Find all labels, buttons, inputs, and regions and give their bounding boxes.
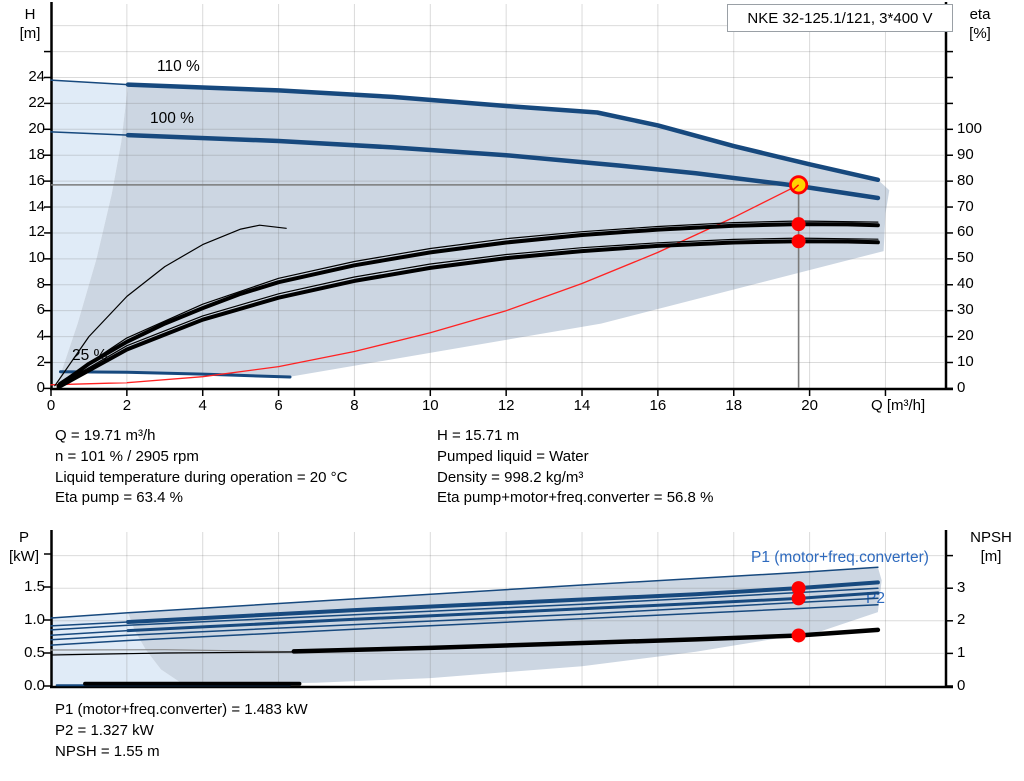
p-axis-unit: [kW] [9,548,39,565]
eta-axis-unit: [%] [969,25,991,42]
curve-label-layer: 110 % 100 % 25 % P1 (motor+freq.converte… [72,58,929,607]
bottom-curve-npsh-thin [293,634,800,651]
bottom-curve-p-min [50,604,879,646]
bottom-envelope-light [51,612,184,685]
pump-title: NKE 32-125.1/121, 3*400 V [747,9,933,27]
result-p2: P2 = 1.327 kW [55,721,154,739]
info-eta-pump: Eta pump = 63.4 % [55,489,183,507]
p2-dot [791,591,806,606]
npsh-dot [791,628,806,643]
top-curve-speed-110 [125,82,881,183]
top-curve-speed-100 [125,132,881,201]
top-curve-eta-total-thin [57,237,879,386]
npsh-axis-symbol: NPSH [970,529,1012,546]
top-curve-eta-25 [54,224,287,387]
top-curve-speed-25 [59,370,292,379]
speed-100-label: 100 % [150,110,194,127]
result-p1: P1 (motor+freq.converter) = 1.483 kW [55,701,308,718]
result-npsh: NPSH = 1.55 m [55,742,160,760]
top-curve-eta-pump [56,222,880,388]
q-axis-unit-label: Q [m³/h] [871,397,926,414]
info-n: n = 101 % / 2905 rpm [55,447,199,465]
envelope-fill-layer [51,80,890,685]
bottom-curve-p1-100 [50,587,879,631]
bottom-envelope-dark [128,567,882,685]
pump-title-box: NKE 32-125.1/121, 3*400 V [727,4,953,32]
bottom-curve-npsh [291,627,881,654]
info-temp: Liquid temperature during operation = 20… [55,468,348,486]
axes-layer [44,2,953,689]
bottom-curve-p2 [126,591,880,633]
top-right-axis-title: eta [%] [962,5,998,43]
top-envelope-light [51,80,128,388]
system-curve-tip [792,184,800,191]
bottom-curve-npsh-lead-gray [50,649,295,653]
info-eta-total: Eta pump+motor+freq.converter = 56.8 % [437,489,714,507]
info-h: H = 15.71 m [437,427,520,444]
operating-info-left: Q = 19.71 m³/h n = 101 % / 2905 rpm Liqu… [55,426,347,509]
operating-info-right: H = 15.71 m Pumped liquid = Water Densit… [437,426,713,509]
result-info: P1 (motor+freq.converter) = 1.483 kW P2 … [55,700,308,762]
bottom-right-axis-title: NPSH [m] [962,528,1020,566]
h-axis-unit: [m] [19,25,41,42]
info-q: Q = 19.71 m³/h [55,427,156,444]
eta-total-value [791,234,806,249]
bottom-curve-p1-max [50,566,879,619]
info-liquid: Pumped liquid = Water [437,447,589,465]
p-axis-symbol: P [18,529,29,546]
h-axis-symbol: H [24,6,36,23]
curves-layer [50,79,881,687]
bottom-curve-p1-lead [50,621,129,627]
npsh-axis-unit: [m] [980,548,1002,565]
bottom-curve-p1 [126,580,880,624]
eta-pump-value [791,217,806,232]
top-envelope-dark [56,84,890,386]
p1-curve-label: P1 (motor+freq.converter) [751,549,929,566]
eta-axis-symbol: eta [969,6,991,23]
top-curve-speed-110-lead [50,79,129,86]
markers-layer [789,175,809,643]
top-curve-eta-pump-thin [57,220,879,384]
top-left-axis-title: H [m] [12,5,48,43]
top-curve-speed-100-lead [50,131,129,136]
bottom-left-axis-title: P [kW] [2,528,46,566]
bottom-curve-p2-lead [50,629,129,636]
top-curve-system-curve [50,184,800,386]
info-density: Density = 998.2 kg/m³ [437,468,584,486]
p1-dot [791,581,806,596]
speed-110-label: 110 % [157,58,200,75]
bottom-curve-p2-100 [50,597,879,641]
bottom-curve-npsh-lead [50,651,295,656]
